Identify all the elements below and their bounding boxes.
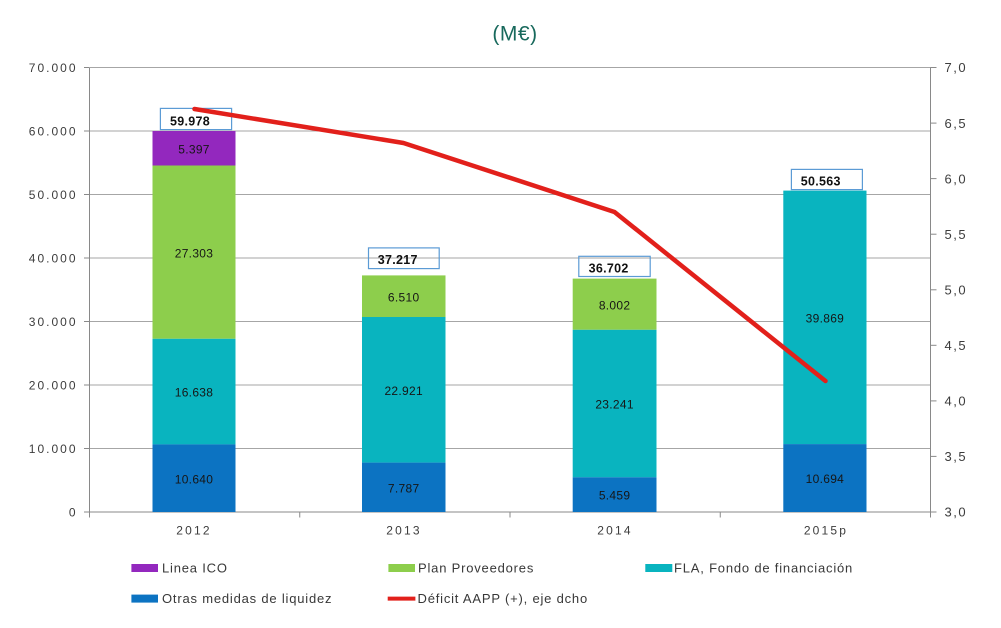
svg-text:4,0: 4,0 (945, 394, 968, 409)
svg-text:5.459: 5.459 (599, 489, 631, 503)
svg-text:2013: 2013 (386, 524, 422, 538)
svg-text:36.702: 36.702 (589, 261, 629, 275)
svg-text:10.640: 10.640 (175, 472, 214, 486)
svg-text:5.397: 5.397 (178, 142, 210, 156)
svg-text:23.241: 23.241 (595, 398, 634, 412)
svg-text:Linea ICO: Linea ICO (162, 561, 228, 576)
svg-text:5,0: 5,0 (945, 282, 968, 297)
svg-text:60.000: 60.000 (29, 124, 78, 138)
svg-text:3,0: 3,0 (945, 505, 968, 520)
svg-text:Plan Proveedores: Plan Proveedores (418, 561, 534, 576)
svg-text:50.000: 50.000 (29, 188, 78, 202)
svg-text:2012: 2012 (176, 524, 212, 538)
svg-text:4,5: 4,5 (945, 338, 968, 353)
svg-text:39.869: 39.869 (806, 311, 845, 325)
svg-text:3,5: 3,5 (945, 449, 968, 464)
svg-text:6,0: 6,0 (945, 171, 968, 186)
svg-text:37.217: 37.217 (378, 253, 418, 267)
svg-text:40.000: 40.000 (29, 251, 78, 265)
svg-text:27.303: 27.303 (175, 246, 214, 260)
svg-text:Otras medidas de liquidez: Otras medidas de liquidez (162, 591, 332, 606)
svg-text:30.000: 30.000 (29, 315, 78, 329)
svg-text:22.921: 22.921 (384, 384, 423, 398)
svg-text:0: 0 (69, 505, 78, 519)
svg-text:Déficit AAPP (+), eje dcho: Déficit AAPP (+), eje dcho (418, 591, 589, 606)
svg-text:16.638: 16.638 (175, 386, 214, 400)
svg-text:6.510: 6.510 (388, 290, 420, 304)
svg-text:7.787: 7.787 (388, 481, 420, 495)
svg-text:50.563: 50.563 (801, 174, 841, 188)
svg-text:2014: 2014 (597, 524, 633, 538)
svg-text:2015p: 2015p (804, 524, 848, 538)
svg-text:5,5: 5,5 (945, 227, 968, 242)
svg-text:70.000: 70.000 (29, 61, 78, 75)
svg-text:20.000: 20.000 (29, 378, 78, 392)
svg-text:10.000: 10.000 (29, 442, 78, 456)
svg-text:10.694: 10.694 (806, 472, 845, 486)
svg-text:7,0: 7,0 (945, 60, 968, 75)
svg-text:59.978: 59.978 (170, 114, 210, 128)
svg-text:8.002: 8.002 (599, 298, 631, 312)
svg-text:FLA, Fondo de financiación: FLA, Fondo de financiación (674, 561, 853, 576)
svg-text:6,5: 6,5 (945, 116, 968, 131)
svg-text:(M€): (M€) (492, 23, 537, 46)
